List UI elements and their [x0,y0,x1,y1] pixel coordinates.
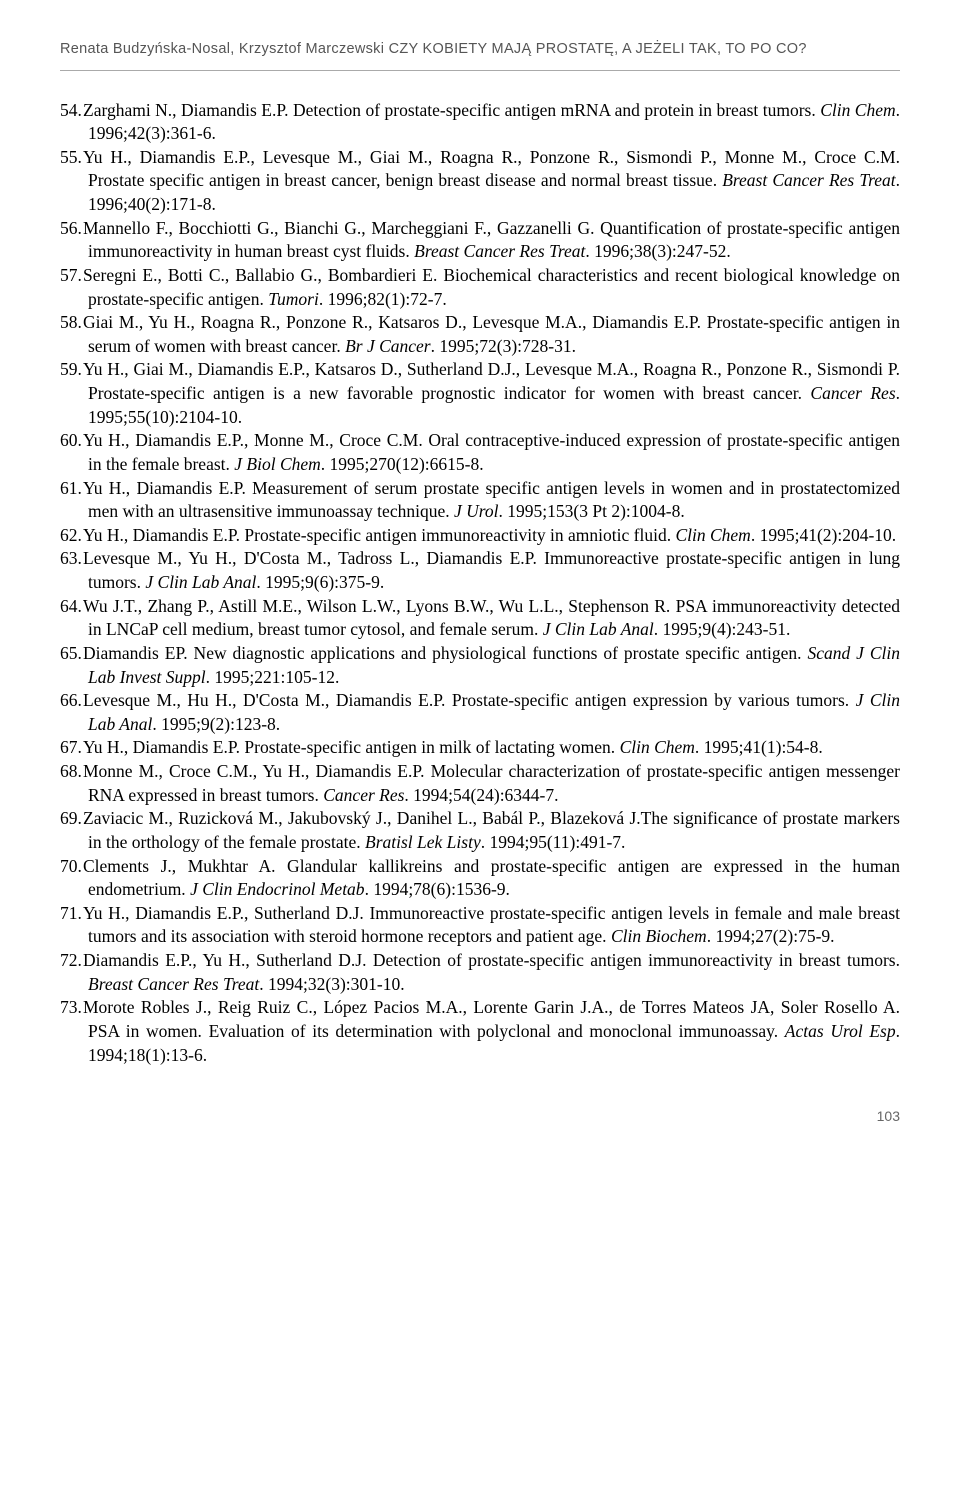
reference-item: 57.Seregni E., Botti C., Ballabio G., Bo… [60,264,900,311]
reference-citation: . 1995;153(3 Pt 2):1004-8. [499,501,685,521]
reference-citation: . 1995;41(2):204-10. [751,525,896,545]
page-number: 103 [60,1107,900,1126]
reference-item: 55.Yu H., Diamandis E.P., Levesque M., G… [60,146,900,217]
reference-text: Diamandis EP. New diagnostic application… [83,643,807,663]
reference-number: 73. [60,996,83,1020]
reference-journal: J Clin Endocrinol Metab [190,879,365,899]
reference-number: 56. [60,217,83,241]
reference-number: 70. [60,855,83,879]
reference-citation: . 1995;9(4):243-51. [654,619,791,639]
reference-item: 68.Monne M., Croce C.M., Yu H., Diamandi… [60,760,900,807]
reference-journal: Actas Urol Esp [785,1021,896,1041]
reference-list: 54.Zarghami N., Diamandis E.P. Detection… [60,99,900,1068]
reference-item: 59.Yu H., Giai M., Diamandis E.P., Katsa… [60,358,900,429]
reference-citation: . 1994;95(11):491-7. [481,832,626,852]
reference-number: 61. [60,477,83,501]
reference-item: 66.Levesque M., Hu H., D'Costa M., Diama… [60,689,900,736]
reference-text: Diamandis E.P., Yu H., Sutherland D.J. D… [83,950,900,970]
reference-citation: . 1995;221:105-12. [206,667,340,687]
reference-item: 60.Yu H., Diamandis E.P., Monne M., Croc… [60,429,900,476]
reference-item: 54.Zarghami N., Diamandis E.P. Detection… [60,99,900,146]
reference-number: 71. [60,902,83,926]
reference-item: 58.Giai M., Yu H., Roagna R., Ponzone R.… [60,311,900,358]
reference-journal: Cancer Res [810,383,895,403]
reference-item: 61.Yu H., Diamandis E.P. Measurement of … [60,477,900,524]
reference-number: 55. [60,146,83,170]
reference-item: 71.Yu H., Diamandis E.P., Sutherland D.J… [60,902,900,949]
reference-item: 69.Zaviacic M., Ruzicková M., Jakubovský… [60,807,900,854]
reference-number: 58. [60,311,83,335]
reference-item: 72.Diamandis E.P., Yu H., Sutherland D.J… [60,949,900,996]
reference-text: Yu H., Diamandis E.P. Prostate-specific … [83,525,675,545]
reference-journal: Clin Chem [820,100,895,120]
reference-number: 59. [60,358,83,382]
reference-number: 65. [60,642,83,666]
reference-citation: . 1996;38(3):247-52. [585,241,730,261]
reference-citation: . 1995;9(6):375-9. [256,572,384,592]
reference-citation: . 1996;82(1):72-7. [319,289,447,309]
reference-citation: . 1995;270(12):6615-8. [321,454,484,474]
reference-number: 67. [60,736,83,760]
reference-text: Levesque M., Hu H., D'Costa M., Diamandi… [83,690,856,710]
reference-text: Yu H., Diamandis E.P., Monne M., Croce C… [83,430,900,474]
reference-item: 64.Wu J.T., Zhang P., Astill M.E., Wilso… [60,595,900,642]
reference-journal: Br J Cancer [345,336,431,356]
reference-journal: J Urol [454,501,499,521]
reference-item: 73.Morote Robles J., Reig Ruiz C., López… [60,996,900,1067]
reference-item: 56.Mannello F., Bocchiotti G., Bianchi G… [60,217,900,264]
reference-journal: J Biol Chem [234,454,321,474]
reference-journal: J Clin Lab Anal [543,619,654,639]
reference-journal: Tumori [268,289,319,309]
reference-item: 62.Yu H., Diamandis E.P. Prostate-specif… [60,524,900,548]
reference-citation: . 1995;72(3):728-31. [431,336,576,356]
reference-journal: Cancer Res [323,785,404,805]
reference-citation: . 1995;9(2):123-8. [152,714,280,734]
reference-journal: Breast Cancer Res Treat [88,974,259,994]
reference-number: 60. [60,429,83,453]
header-text: Renata Budzyńska-Nosal, Krzysztof Marcze… [60,41,807,57]
reference-number: 69. [60,807,83,831]
reference-citation: . 1994;54(24):6344-7. [404,785,558,805]
reference-item: 65.Diamandis EP. New diagnostic applicat… [60,642,900,689]
reference-journal: Clin Chem [620,737,695,757]
reference-item: 63.Levesque M., Yu H., D'Costa M., Tadro… [60,547,900,594]
reference-journal: Breast Cancer Res Treat [722,170,895,190]
running-header: Renata Budzyńska-Nosal, Krzysztof Marcze… [60,40,900,71]
reference-journal: Breast Cancer Res Treat [414,241,585,261]
reference-citation: . 1994;78(6):1536-9. [365,879,510,899]
reference-item: 70.Clements J., Mukhtar A. Glandular kal… [60,855,900,902]
reference-number: 62. [60,524,83,548]
reference-number: 66. [60,689,83,713]
reference-number: 57. [60,264,83,288]
reference-citation: . 1995;41(1):54-8. [695,737,823,757]
reference-text: Yu H., Giai M., Diamandis E.P., Katsaros… [83,359,900,403]
reference-text: Zarghami N., Diamandis E.P. Detection of… [83,100,820,120]
reference-journal: J Clin Lab Anal [145,572,256,592]
reference-text: Morote Robles J., Reig Ruiz C., López Pa… [83,997,900,1041]
reference-journal: Clin Chem [675,525,750,545]
reference-number: 63. [60,547,83,571]
reference-number: 68. [60,760,83,784]
reference-number: 54. [60,99,83,123]
reference-text: Yu H., Diamandis E.P. Prostate-specific … [83,737,620,757]
reference-item: 67.Yu H., Diamandis E.P. Prostate-specif… [60,736,900,760]
reference-citation: . 1994;27(2):75-9. [707,926,835,946]
reference-journal: Bratisl Lek Listy [365,832,481,852]
reference-number: 72. [60,949,83,973]
reference-journal: Clin Biochem [611,926,707,946]
reference-text: Seregni E., Botti C., Ballabio G., Bomba… [83,265,900,309]
reference-number: 64. [60,595,83,619]
reference-citation: . 1994;32(3):301-10. [259,974,404,994]
